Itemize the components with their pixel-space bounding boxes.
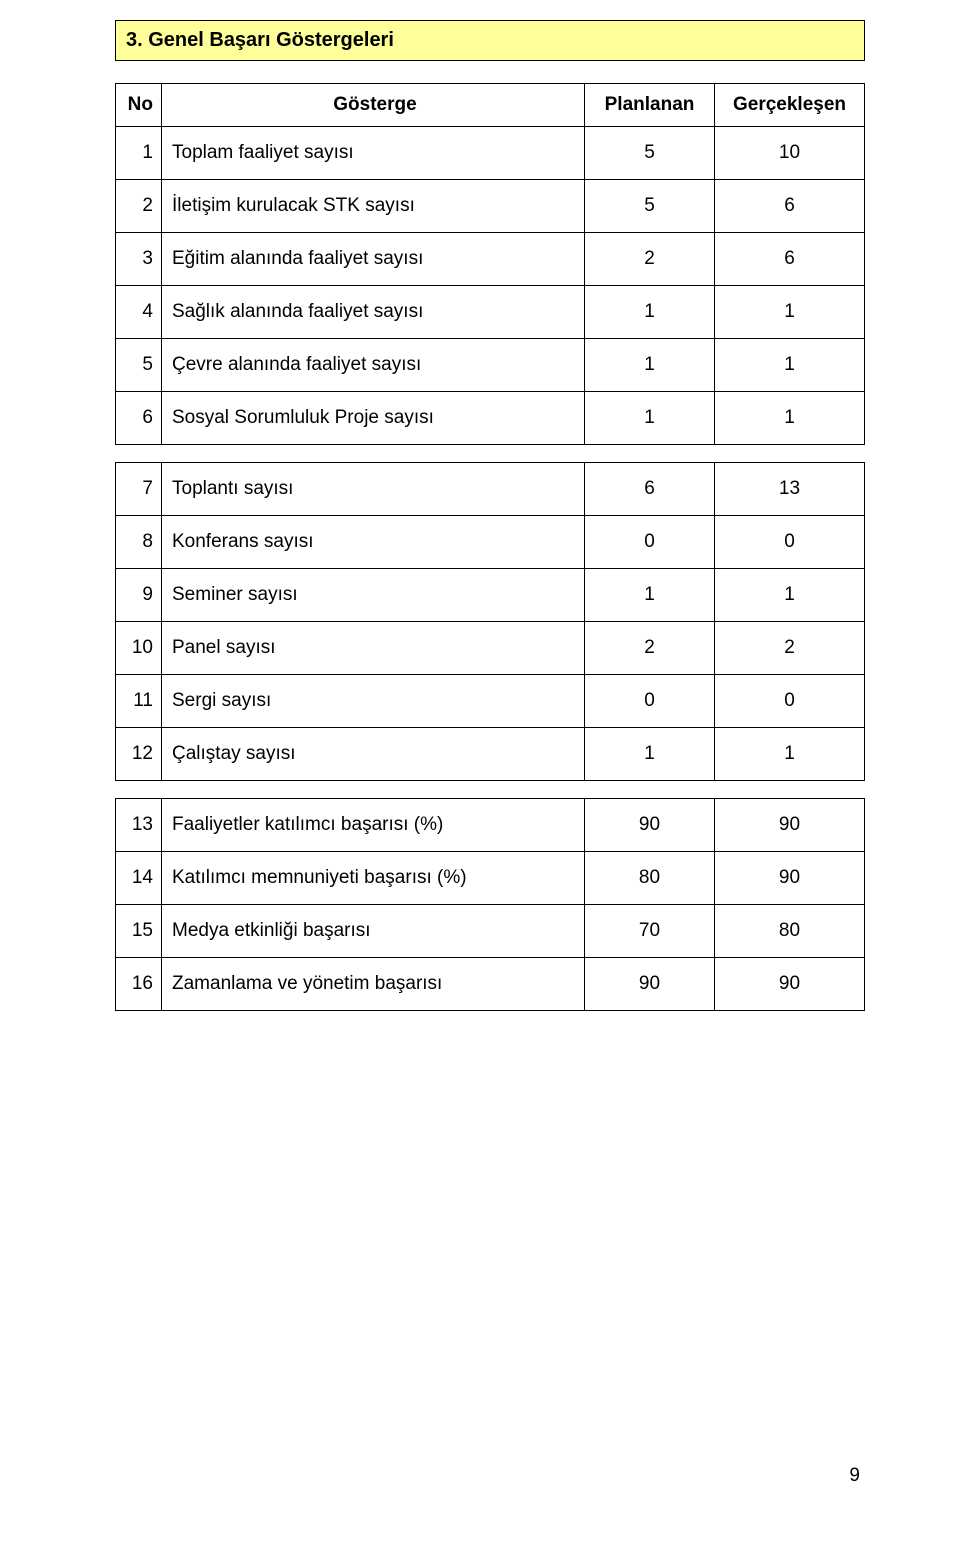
cell-actual: 1 <box>715 392 865 445</box>
table-row: 3Eğitim alanında faaliyet sayısı26 <box>116 233 865 286</box>
table-row: 7Toplantı sayısı613 <box>116 463 865 516</box>
cell-planned: 0 <box>585 675 715 728</box>
cell-actual: 1 <box>715 569 865 622</box>
cell-no: 15 <box>116 905 162 958</box>
cell-label: Toplantı sayısı <box>162 463 585 516</box>
cell-label: Sosyal Sorumluluk Proje sayısı <box>162 392 585 445</box>
col-no-header: No <box>116 84 162 127</box>
table-row: 16Zamanlama ve yönetim başarısı9090 <box>116 958 865 1011</box>
cell-actual: 80 <box>715 905 865 958</box>
page-number: 9 <box>849 1465 860 1487</box>
cell-planned: 1 <box>585 728 715 781</box>
table-head: No Gösterge Planlanan Gerçekleşen <box>116 84 865 127</box>
cell-label: Toplam faaliyet sayısı <box>162 127 585 180</box>
table-row: 15Medya etkinliği başarısı7080 <box>116 905 865 958</box>
cell-actual: 90 <box>715 852 865 905</box>
cell-no: 7 <box>116 463 162 516</box>
table-row: 14Katılımcı memnuniyeti başarısı (%)8090 <box>116 852 865 905</box>
cell-planned: 1 <box>585 392 715 445</box>
table-body: 1Toplam faaliyet sayısı5102İletişim kuru… <box>116 127 865 1011</box>
cell-label: Konferans sayısı <box>162 516 585 569</box>
table-row: 10Panel sayısı22 <box>116 622 865 675</box>
indicators-table: No Gösterge Planlanan Gerçekleşen 1Topla… <box>115 83 865 1011</box>
cell-label: Zamanlama ve yönetim başarısı <box>162 958 585 1011</box>
cell-actual: 1 <box>715 728 865 781</box>
spacer-row <box>116 445 865 463</box>
cell-no: 1 <box>116 127 162 180</box>
cell-no: 10 <box>116 622 162 675</box>
cell-planned: 90 <box>585 958 715 1011</box>
cell-planned: 2 <box>585 233 715 286</box>
cell-actual: 13 <box>715 463 865 516</box>
col-planned-header: Planlanan <box>585 84 715 127</box>
cell-no: 16 <box>116 958 162 1011</box>
cell-label: Medya etkinliği başarısı <box>162 905 585 958</box>
table-row: 5Çevre alanında faaliyet sayısı11 <box>116 339 865 392</box>
cell-actual: 1 <box>715 286 865 339</box>
cell-actual: 6 <box>715 180 865 233</box>
table-row: 6Sosyal Sorumluluk Proje sayısı11 <box>116 392 865 445</box>
cell-label: Eğitim alanında faaliyet sayısı <box>162 233 585 286</box>
cell-no: 14 <box>116 852 162 905</box>
cell-no: 12 <box>116 728 162 781</box>
cell-actual: 0 <box>715 675 865 728</box>
cell-no: 3 <box>116 233 162 286</box>
cell-label: Panel sayısı <box>162 622 585 675</box>
table-row: 11Sergi sayısı00 <box>116 675 865 728</box>
cell-label: Sağlık alanında faaliyet sayısı <box>162 286 585 339</box>
cell-no: 2 <box>116 180 162 233</box>
table-row: 13Faaliyetler katılımcı başarısı (%)9090 <box>116 799 865 852</box>
cell-actual: 2 <box>715 622 865 675</box>
cell-label: Faaliyetler katılımcı başarısı (%) <box>162 799 585 852</box>
cell-no: 8 <box>116 516 162 569</box>
cell-actual: 6 <box>715 233 865 286</box>
cell-actual: 90 <box>715 799 865 852</box>
cell-planned: 80 <box>585 852 715 905</box>
section-title: 3. Genel Başarı Göstergeleri <box>115 20 865 61</box>
cell-no: 13 <box>116 799 162 852</box>
table-row: 1Toplam faaliyet sayısı510 <box>116 127 865 180</box>
cell-actual: 90 <box>715 958 865 1011</box>
cell-actual: 1 <box>715 339 865 392</box>
cell-label: Çalıştay sayısı <box>162 728 585 781</box>
spacer-row <box>116 781 865 799</box>
table-row: 12Çalıştay sayısı11 <box>116 728 865 781</box>
cell-label: İletişim kurulacak STK sayısı <box>162 180 585 233</box>
table-row: 4Sağlık alanında faaliyet sayısı11 <box>116 286 865 339</box>
table-row: 9Seminer sayısı11 <box>116 569 865 622</box>
cell-planned: 5 <box>585 127 715 180</box>
cell-planned: 1 <box>585 339 715 392</box>
col-actual-header: Gerçekleşen <box>715 84 865 127</box>
cell-label: Seminer sayısı <box>162 569 585 622</box>
cell-planned: 0 <box>585 516 715 569</box>
cell-no: 5 <box>116 339 162 392</box>
header-row: No Gösterge Planlanan Gerçekleşen <box>116 84 865 127</box>
cell-actual: 0 <box>715 516 865 569</box>
cell-no: 11 <box>116 675 162 728</box>
table-row: 2İletişim kurulacak STK sayısı56 <box>116 180 865 233</box>
cell-no: 4 <box>116 286 162 339</box>
cell-planned: 6 <box>585 463 715 516</box>
col-label-header: Gösterge <box>162 84 585 127</box>
cell-planned: 1 <box>585 286 715 339</box>
cell-label: Çevre alanında faaliyet sayısı <box>162 339 585 392</box>
cell-no: 9 <box>116 569 162 622</box>
cell-actual: 10 <box>715 127 865 180</box>
cell-planned: 1 <box>585 569 715 622</box>
cell-label: Katılımcı memnuniyeti başarısı (%) <box>162 852 585 905</box>
cell-label: Sergi sayısı <box>162 675 585 728</box>
cell-planned: 90 <box>585 799 715 852</box>
cell-no: 6 <box>116 392 162 445</box>
cell-planned: 5 <box>585 180 715 233</box>
cell-planned: 2 <box>585 622 715 675</box>
page: 3. Genel Başarı Göstergeleri No Gösterge… <box>0 0 960 1557</box>
table-row: 8Konferans sayısı00 <box>116 516 865 569</box>
cell-planned: 70 <box>585 905 715 958</box>
